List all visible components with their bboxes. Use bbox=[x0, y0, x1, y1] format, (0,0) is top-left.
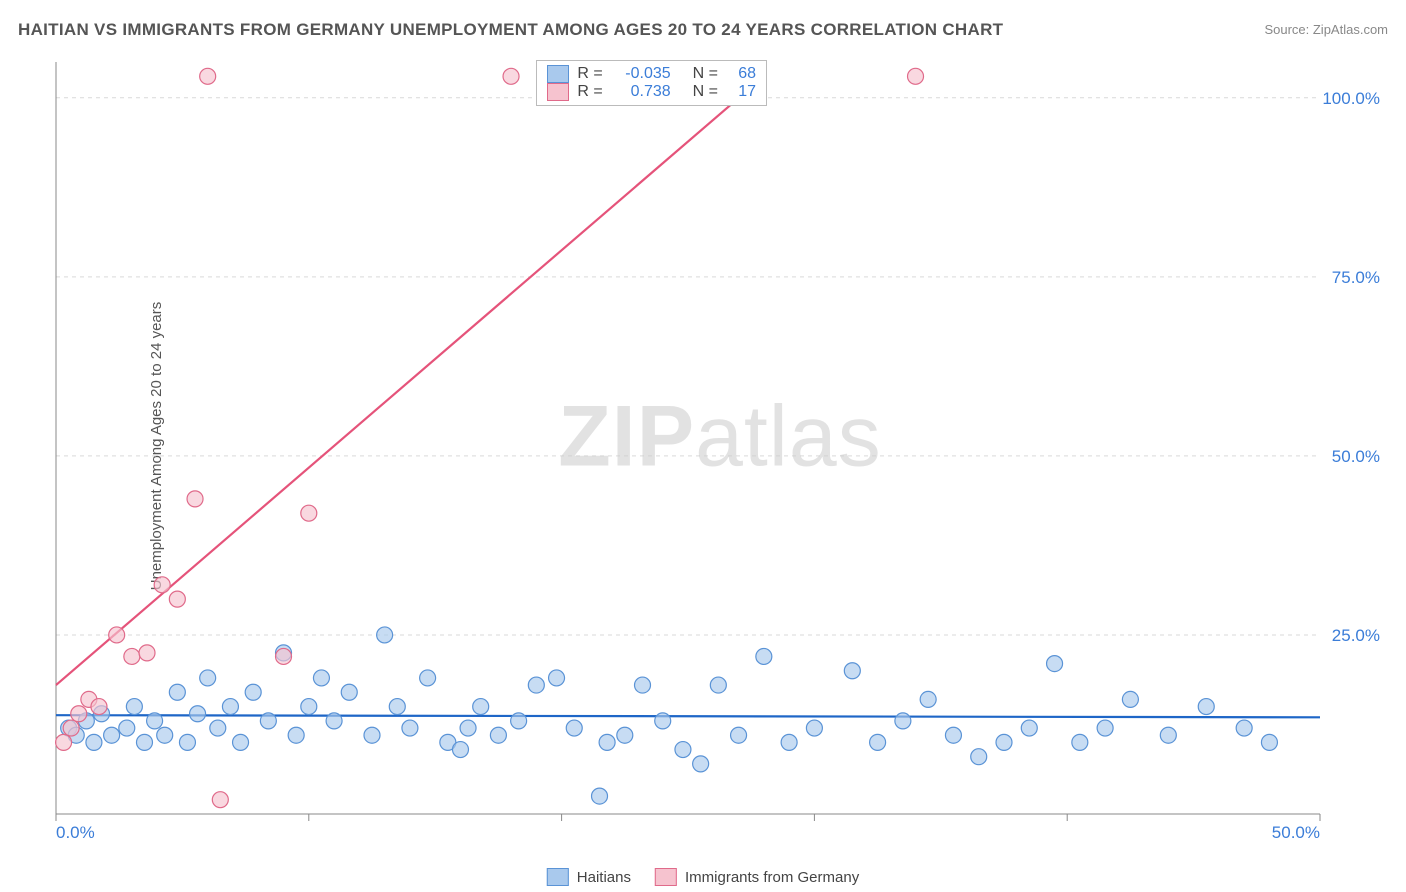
svg-text:100.0%: 100.0% bbox=[1322, 89, 1380, 108]
svg-text:50.0%: 50.0% bbox=[1272, 823, 1320, 842]
plot-area: 0.0%50.0%25.0%50.0%75.0%100.0% ZIPatlas … bbox=[50, 58, 1390, 848]
svg-text:25.0%: 25.0% bbox=[1332, 626, 1380, 645]
legend-label: Haitians bbox=[577, 869, 631, 886]
n-label: N = bbox=[693, 83, 718, 101]
series-legend: Haitians Immigrants from Germany bbox=[547, 868, 859, 886]
chart-container: HAITIAN VS IMMIGRANTS FROM GERMANY UNEMP… bbox=[0, 0, 1406, 892]
legend-row: R = 0.738 N = 17 bbox=[547, 83, 756, 101]
legend-item: Immigrants from Germany bbox=[655, 868, 859, 886]
r-value: 0.738 bbox=[611, 83, 671, 101]
r-label: R = bbox=[577, 65, 602, 83]
n-value: 68 bbox=[726, 65, 756, 83]
r-value: -0.035 bbox=[611, 65, 671, 83]
n-value: 17 bbox=[726, 83, 756, 101]
chart-title: HAITIAN VS IMMIGRANTS FROM GERMANY UNEMP… bbox=[18, 20, 1003, 40]
svg-text:75.0%: 75.0% bbox=[1332, 268, 1380, 287]
legend-swatch bbox=[655, 868, 677, 886]
r-label: R = bbox=[577, 83, 602, 101]
legend-label: Immigrants from Germany bbox=[685, 869, 859, 886]
legend-row: R = -0.035 N = 68 bbox=[547, 65, 756, 83]
legend-swatch bbox=[547, 868, 569, 886]
correlation-legend: R = -0.035 N = 68 R = 0.738 N = 17 bbox=[536, 60, 767, 106]
legend-item: Haitians bbox=[547, 868, 631, 886]
n-label: N = bbox=[693, 65, 718, 83]
scatter-svg: 0.0% 50.0% 25.0% 50.0% 75.0% 100.0% bbox=[50, 58, 1390, 848]
legend-swatch bbox=[547, 65, 569, 83]
svg-text:0.0%: 0.0% bbox=[56, 823, 95, 842]
legend-swatch bbox=[547, 83, 569, 101]
svg-text:50.0%: 50.0% bbox=[1332, 447, 1380, 466]
source-label: Source: ZipAtlas.com bbox=[1264, 22, 1388, 37]
